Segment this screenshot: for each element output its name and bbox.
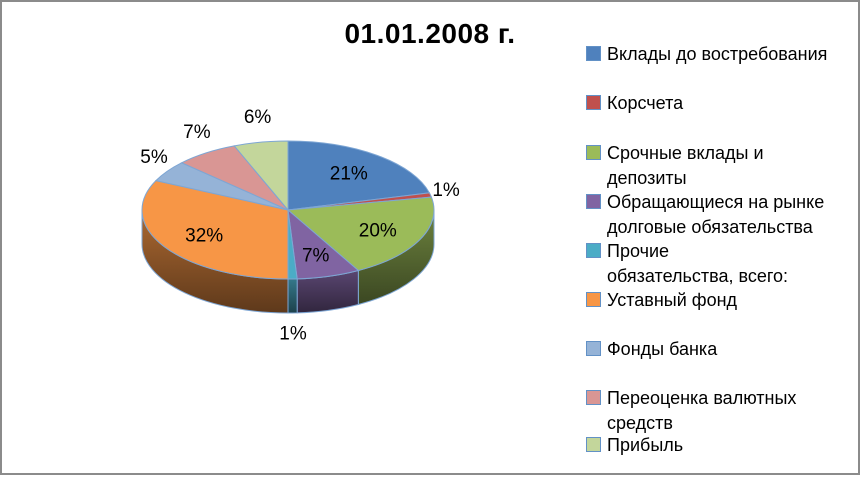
legend-color-swatch: [586, 341, 601, 356]
pie-slice-side-4: [287, 278, 298, 314]
legend-item-label: Корсчета: [607, 93, 684, 113]
legend-item-label: Обращающиеся на рынке долговые обязатель…: [607, 192, 825, 237]
legend-item-label: Уставный фонд: [607, 290, 738, 310]
legend-item: Уставный фонд: [586, 288, 737, 313]
legend-color-swatch: [586, 437, 601, 452]
legend-color-swatch: [586, 95, 601, 110]
pie-data-label-7: 7%: [183, 122, 211, 143]
chart-title: 01.01.2008 г.: [344, 18, 516, 49]
pie-slice-side-3: [296, 269, 359, 314]
pie-slice-3: [287, 208, 360, 280]
pie-data-label-3: 7%: [302, 246, 330, 267]
pie-slice-6: [154, 162, 289, 211]
pie-data-label-1: 1%: [432, 180, 460, 201]
pie-slice-1: [287, 192, 433, 211]
pie-slice-side-2: [357, 209, 435, 306]
pie-data-label-5: 32%: [185, 226, 223, 247]
legend-item: Переоценка валютных средств: [586, 386, 796, 436]
pie-data-label-0: 21%: [330, 163, 368, 184]
pie-data-label-8: 6%: [244, 107, 272, 128]
legend-color-swatch: [586, 46, 601, 61]
legend-color-swatch: [586, 194, 601, 209]
pie-slice-2: [286, 196, 435, 272]
legend: Вклады до востребования Корсчета Срочные…: [586, 0, 854, 480]
legend-color-swatch: [586, 292, 601, 307]
pie-data-label-2: 20%: [359, 221, 397, 242]
pie-slice-7: [180, 145, 289, 211]
legend-item-label: Прибыль: [607, 435, 684, 455]
legend-item: Вклады до востребования: [586, 42, 827, 67]
legend-item: Обращающиеся на рынке долговые обязатель…: [586, 190, 824, 240]
legend-item-label: Фонды банка: [607, 339, 718, 359]
pie-slice-4: [287, 209, 298, 280]
legend-item: Прибыль: [586, 433, 683, 458]
legend-item: Прочие обязательства, всего:: [586, 239, 788, 289]
legend-item-label: Переоценка валютных средств: [607, 388, 797, 433]
legend-item: Корсчета: [586, 91, 683, 116]
legend-color-swatch: [586, 145, 601, 160]
legend-color-swatch: [586, 390, 601, 405]
legend-item-label: Срочные вклады и депозиты: [607, 143, 764, 188]
legend-item: Фонды банка: [586, 337, 717, 362]
pie-data-label-4: 1%: [279, 324, 307, 345]
legend-item-label: Вклады до востребования: [607, 44, 828, 64]
pie-slice-side-5: [141, 209, 289, 314]
pie-slice-8: [233, 140, 289, 212]
legend-color-swatch: [586, 243, 601, 258]
legend-item: Срочные вклады и депозиты: [586, 141, 764, 191]
pie-slice-0: [287, 140, 431, 211]
legend-item-label: Прочие обязательства, всего:: [607, 241, 789, 286]
pie-data-label-6: 5%: [140, 147, 168, 168]
pie-slice-5: [141, 180, 289, 280]
